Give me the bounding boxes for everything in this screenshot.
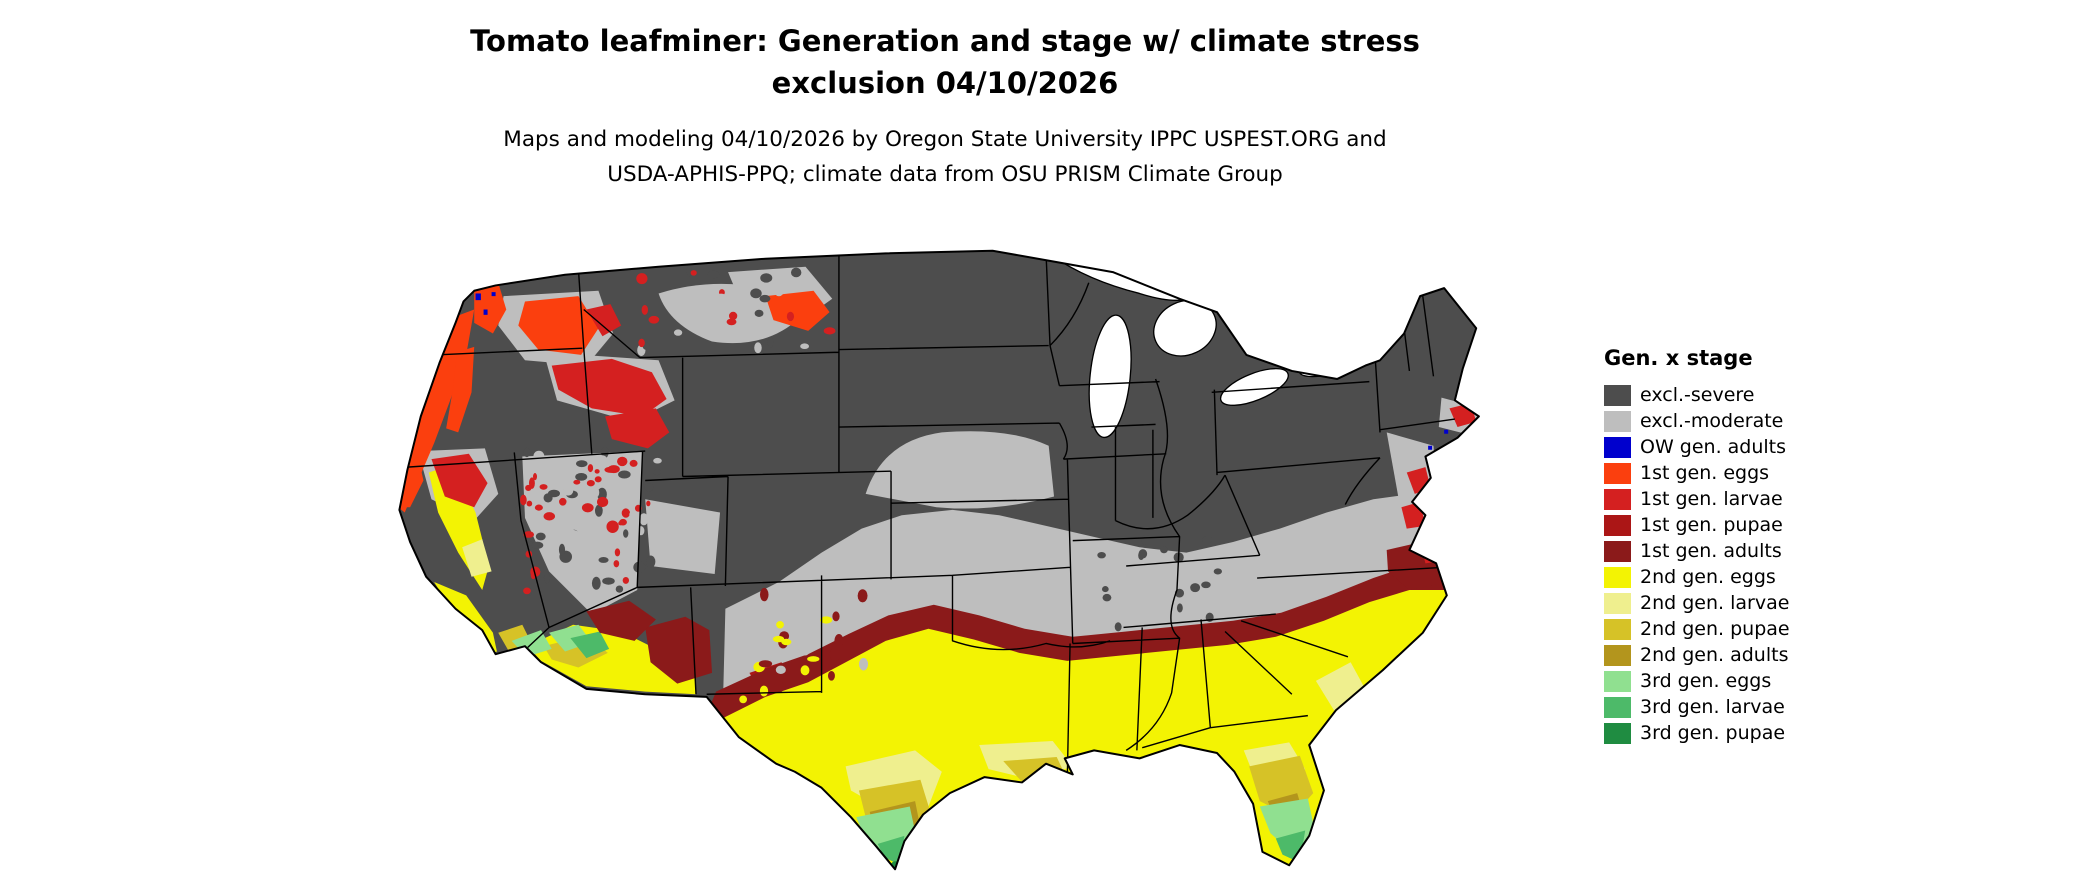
legend-label: excl.-severe — [1640, 384, 1755, 406]
regions-3rd-gen-pupae — [891, 861, 1322, 870]
legend-item: 1st gen. pupae — [1604, 512, 1790, 538]
legend-swatch — [1604, 696, 1631, 718]
legend-item: OW gen. adults — [1604, 434, 1790, 460]
legend-swatch — [1604, 410, 1631, 432]
legend-label: OW gen. adults — [1640, 436, 1787, 458]
legend-swatch — [1604, 462, 1631, 484]
legend-item: 3rd gen. larvae — [1604, 694, 1790, 720]
legend-label: 3rd gen. pupae — [1640, 722, 1786, 744]
legend-swatch — [1604, 384, 1631, 406]
map-attribution: Maps and modeling 04/10/2026 by Oregon S… — [0, 122, 1890, 192]
subtitle-line2: USDA-APHIS-PPQ; climate data from OSU PR… — [607, 162, 1283, 187]
lake-huron — [1153, 299, 1217, 357]
legend-label: 1st gen. larvae — [1640, 488, 1783, 510]
legend-swatch — [1604, 618, 1631, 640]
legend-label: 3rd gen. larvae — [1640, 696, 1785, 718]
subtitle-line1: Maps and modeling 04/10/2026 by Oregon S… — [503, 127, 1387, 152]
legend: Gen. x stage excl.-severe excl.-moderate O… — [1604, 346, 1790, 746]
legend-item: excl.-moderate — [1604, 408, 1790, 434]
legend-swatch — [1604, 540, 1631, 562]
legend-title: Gen. x stage — [1604, 346, 1753, 370]
legend-item: 2nd gen. eggs — [1604, 564, 1790, 590]
title-line1: Tomato leafminer: Generation and stage w… — [470, 24, 1420, 58]
legend-swatch — [1604, 670, 1631, 692]
raster-speckle — [515, 266, 1222, 704]
legend-item: 1st gen. larvae — [1604, 486, 1790, 512]
regions-1st-gen-larvae — [431, 304, 1477, 564]
lake-michigan — [1088, 314, 1132, 439]
legend-label: 2nd gen. adults — [1640, 644, 1789, 666]
legend-label: 2nd gen. eggs — [1640, 566, 1776, 588]
legend-item: excl.-severe — [1604, 382, 1790, 408]
legend-swatch — [1604, 644, 1631, 666]
legend-swatch — [1604, 592, 1631, 614]
legend-label: 2nd gen. pupae — [1640, 618, 1790, 640]
legend-label: 1st gen. adults — [1640, 540, 1782, 562]
legend-item: 2nd gen. pupae — [1604, 616, 1790, 642]
regions-1st-gen-adults — [586, 539, 1449, 719]
state-borders — [407, 253, 1455, 774]
legend-item: 2nd gen. adults — [1604, 642, 1790, 668]
legend-item: 3rd gen. eggs — [1604, 668, 1790, 694]
legend-item: 1st gen. eggs — [1604, 460, 1790, 486]
legend-swatch — [1604, 514, 1631, 536]
legend-label: 1st gen. eggs — [1640, 462, 1770, 484]
legend-item: 3rd gen. pupae — [1604, 720, 1790, 746]
legend-label: 1st gen. pupae — [1640, 514, 1783, 536]
legend-items: excl.-severe excl.-moderate OW gen. adults… — [1604, 382, 1790, 746]
legend-swatch — [1604, 436, 1631, 458]
legend-item: 2nd gen. larvae — [1604, 590, 1790, 616]
page-title: Tomato leafminer: Generation and stage w… — [0, 20, 1890, 104]
legend-swatch — [1604, 488, 1631, 510]
title-line2: exclusion 04/10/2026 — [771, 66, 1119, 100]
legend-swatch — [1604, 722, 1631, 744]
legend-swatch — [1604, 566, 1631, 588]
legend-label: 3rd gen. eggs — [1640, 670, 1772, 692]
us-outline — [398, 249, 1480, 871]
regions-ow-gen-adults — [475, 292, 1449, 450]
legend-label: excl.-moderate — [1640, 410, 1784, 432]
us-map — [398, 249, 1480, 871]
legend-item: 1st gen. adults — [1604, 538, 1790, 564]
lake-erie — [1219, 367, 1289, 406]
legend-label: 2nd gen. larvae — [1640, 592, 1790, 614]
